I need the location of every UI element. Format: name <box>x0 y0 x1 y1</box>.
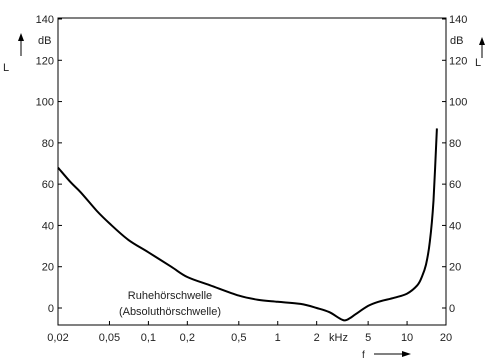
y-tick-label-right: 60 <box>449 179 461 191</box>
x-axis-label: f <box>362 350 365 361</box>
annotation-line-2: (Absoluthörschwelle) <box>119 306 221 318</box>
y-tick-label-left: 40 <box>42 220 54 232</box>
x-tick-label: 1 <box>275 332 281 344</box>
x-tick-label: 2 <box>314 332 320 344</box>
annotation-line-1: Ruhehörschwelle <box>128 290 212 302</box>
x-axis-arrowhead <box>402 351 411 357</box>
y-tick-label-right: 20 <box>449 262 461 274</box>
threshold-curve <box>57 128 438 322</box>
y-ticks-left: 0 20 40 60 80 100 120 140 <box>36 14 62 315</box>
y-tick-label-left: 0 <box>48 303 54 315</box>
y-tick-label-left: 80 <box>42 138 54 150</box>
x-tick-label: 0,1 <box>141 332 156 344</box>
y-tick-label-left: 20 <box>42 262 54 274</box>
y-axis-label-left: L <box>3 62 9 74</box>
y-tick-label-right: 100 <box>449 97 467 109</box>
x-tick-label: 5 <box>365 332 371 344</box>
y-axis-arrowhead-left <box>18 33 24 41</box>
y-tick-label-right: 120 <box>449 55 467 67</box>
plot-frame <box>57 17 447 326</box>
y-axis-label-right: L <box>475 57 481 69</box>
x-tick-label: 0,2 <box>180 332 195 344</box>
y-unit-label-right: dB <box>450 35 463 47</box>
y-tick-label-left: 140 <box>36 14 54 26</box>
y-tick-label-right: 0 <box>449 303 455 315</box>
x-tick-label: 10 <box>401 332 413 344</box>
y-tick-label-right: 140 <box>449 14 467 26</box>
y-tick-label-right: 80 <box>449 138 461 150</box>
y-tick-label-left: 120 <box>36 55 54 67</box>
x-unit-label: kHz <box>329 332 348 344</box>
y-tick-label-left: 100 <box>36 97 54 109</box>
y-unit-label-left: dB <box>38 35 51 47</box>
x-tick-label: 0,02 <box>47 332 68 344</box>
x-tick-label: 20 <box>440 332 452 344</box>
x-tick-label: 0,05 <box>99 332 120 344</box>
y-tick-label-left: 60 <box>42 179 54 191</box>
x-ticks: 0,02 0,05 0,1 0,2 0,5 1 2 5 10 20 <box>47 321 452 344</box>
y-ticks-right: 0 20 40 60 80 100 120 140 <box>442 14 467 315</box>
x-tick-label: 0,5 <box>231 332 246 344</box>
y-tick-label-right: 40 <box>449 220 461 232</box>
y-axis-arrowhead-right <box>479 37 485 45</box>
